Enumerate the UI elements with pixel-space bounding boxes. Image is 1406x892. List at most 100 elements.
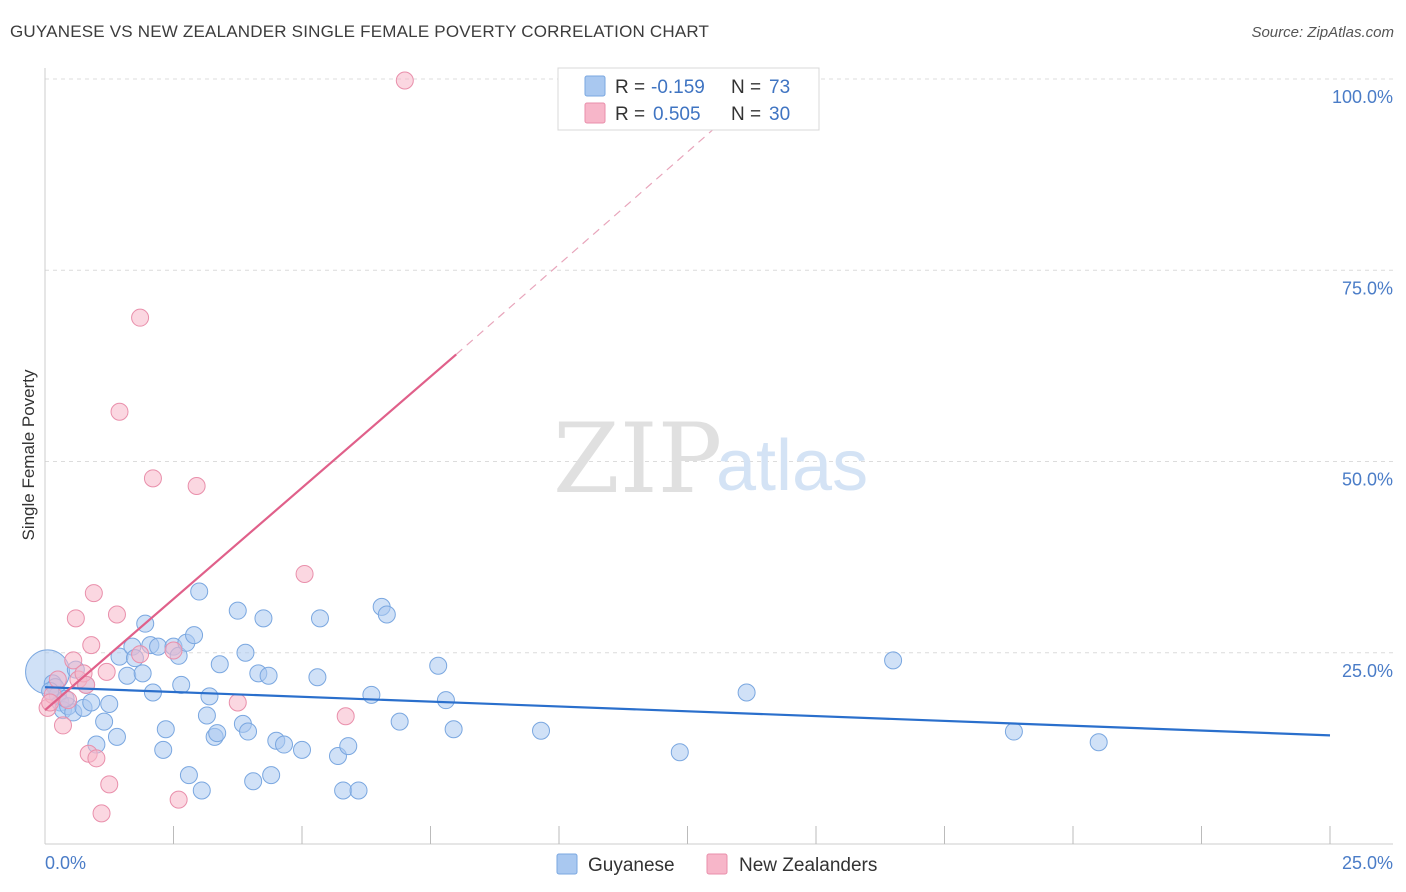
legend-r-label: R = [615, 104, 645, 125]
data-point-new-zealanders [59, 691, 78, 710]
y-tick-label: 25.0% [1342, 661, 1393, 681]
data-point-guyanese [308, 668, 327, 687]
data-point-guyanese [239, 722, 258, 741]
data-point-guyanese [670, 743, 689, 762]
data-point-guyanese [362, 685, 381, 704]
data-point-guyanese [95, 712, 114, 731]
data-point-guyanese [154, 740, 173, 759]
trend-lines [44, 124, 1331, 737]
tick-labels: 25.0% 50.0% 75.0% 100.0% 0.0% 25.0% [45, 87, 1393, 873]
gridlines [45, 78, 1393, 654]
legend-swatch-new-zealanders [584, 102, 606, 124]
x-tick-label: 0.0% [45, 853, 86, 873]
legend-swatch-new-zealanders [706, 853, 728, 875]
data-point-guyanese [884, 651, 903, 670]
data-point-new-zealanders [131, 645, 150, 664]
legend-label-guyanese: Guyanese [588, 855, 675, 876]
data-point-guyanese [1089, 733, 1108, 752]
data-point-guyanese [210, 655, 229, 674]
legend-r-label: R = [615, 77, 645, 98]
legend-top: R = -0.159 N = 73 R = 0.505 N = 30 [557, 67, 820, 131]
legend-r-value: 0.505 [653, 104, 701, 125]
data-point-guyanese [377, 605, 396, 624]
chart-source: Source: ZipAtlas.com [1251, 24, 1394, 41]
data-point-guyanese [200, 687, 219, 706]
data-point-guyanese [293, 740, 311, 759]
data-point-guyanese [737, 683, 756, 702]
trend-line-extension-new-zealanders [455, 124, 719, 355]
data-point-guyanese [107, 727, 126, 746]
data-point-new-zealanders [164, 641, 183, 660]
data-point-guyanese [390, 712, 409, 731]
y-tick-label: 75.0% [1342, 278, 1393, 298]
data-point-guyanese [259, 666, 278, 685]
y-tick-label: 50.0% [1342, 470, 1393, 490]
data-point-new-zealanders [84, 584, 103, 603]
data-points [25, 71, 1108, 823]
data-point-new-zealanders [295, 564, 314, 583]
data-point-new-zealanders [41, 693, 60, 712]
legend-swatch-guyanese [584, 75, 606, 97]
watermark-atlas: atlas [716, 426, 868, 506]
data-point-guyanese [444, 720, 463, 739]
legend-n-value: 73 [769, 77, 790, 98]
y-axis-label: Single Female Poverty [19, 369, 38, 541]
data-point-guyanese [275, 735, 294, 754]
data-point-guyanese [334, 781, 353, 800]
data-point-new-zealanders [187, 476, 206, 495]
data-point-guyanese [133, 664, 152, 683]
data-point-guyanese [436, 691, 455, 710]
data-point-new-zealanders [110, 402, 129, 421]
data-point-guyanese [1004, 722, 1023, 741]
data-point-new-zealanders [48, 670, 67, 689]
data-point-new-zealanders [64, 651, 83, 670]
data-point-new-zealanders [53, 716, 72, 735]
legend-n-value: 30 [769, 104, 790, 125]
data-point-new-zealanders [100, 775, 119, 794]
trend-line-guyanese [44, 686, 1331, 737]
data-point-guyanese [100, 695, 119, 714]
legend-bottom: Guyanese New Zealanders [556, 853, 877, 876]
legend-swatch-guyanese [556, 853, 578, 875]
data-point-guyanese [244, 772, 263, 791]
data-point-new-zealanders [143, 469, 162, 488]
data-point-guyanese [197, 706, 216, 725]
data-point-guyanese [192, 781, 211, 800]
data-point-new-zealanders [87, 749, 106, 768]
data-point-new-zealanders [336, 707, 355, 726]
chart-title: GUYANESE VS NEW ZEALANDER SINGLE FEMALE … [10, 22, 710, 41]
data-point-guyanese [185, 626, 204, 645]
data-point-new-zealanders [66, 609, 85, 628]
data-point-new-zealanders [169, 790, 188, 809]
legend-n-label: N = [731, 77, 761, 98]
data-point-guyanese [310, 609, 329, 628]
trend-line-new-zealanders [44, 353, 457, 711]
data-point-guyanese [208, 724, 227, 743]
data-point-new-zealanders [395, 71, 414, 90]
data-point-new-zealanders [82, 636, 101, 655]
data-point-guyanese [179, 766, 198, 785]
data-point-guyanese [262, 766, 281, 785]
watermark-zip: ZIP [553, 403, 722, 515]
legend-r-value: -0.159 [651, 77, 705, 98]
y-tick-label: 100.0% [1332, 87, 1393, 107]
data-point-guyanese [532, 721, 551, 740]
data-point-guyanese [82, 693, 101, 712]
data-point-guyanese [349, 781, 368, 800]
data-point-guyanese [156, 720, 175, 739]
data-point-new-zealanders [228, 693, 247, 712]
data-point-new-zealanders [97, 662, 116, 681]
data-point-guyanese [149, 637, 168, 656]
data-point-new-zealanders [131, 308, 150, 327]
data-point-guyanese [236, 643, 255, 662]
x-tick-label: 25.0% [1342, 853, 1393, 873]
data-point-guyanese [190, 582, 209, 601]
legend-label-new-zealanders: New Zealanders [739, 855, 877, 876]
data-point-new-zealanders [107, 605, 126, 624]
data-point-new-zealanders [92, 804, 111, 823]
data-point-guyanese [228, 601, 247, 620]
data-point-guyanese [254, 609, 273, 628]
data-point-guyanese [339, 737, 358, 756]
data-point-guyanese [172, 675, 191, 694]
